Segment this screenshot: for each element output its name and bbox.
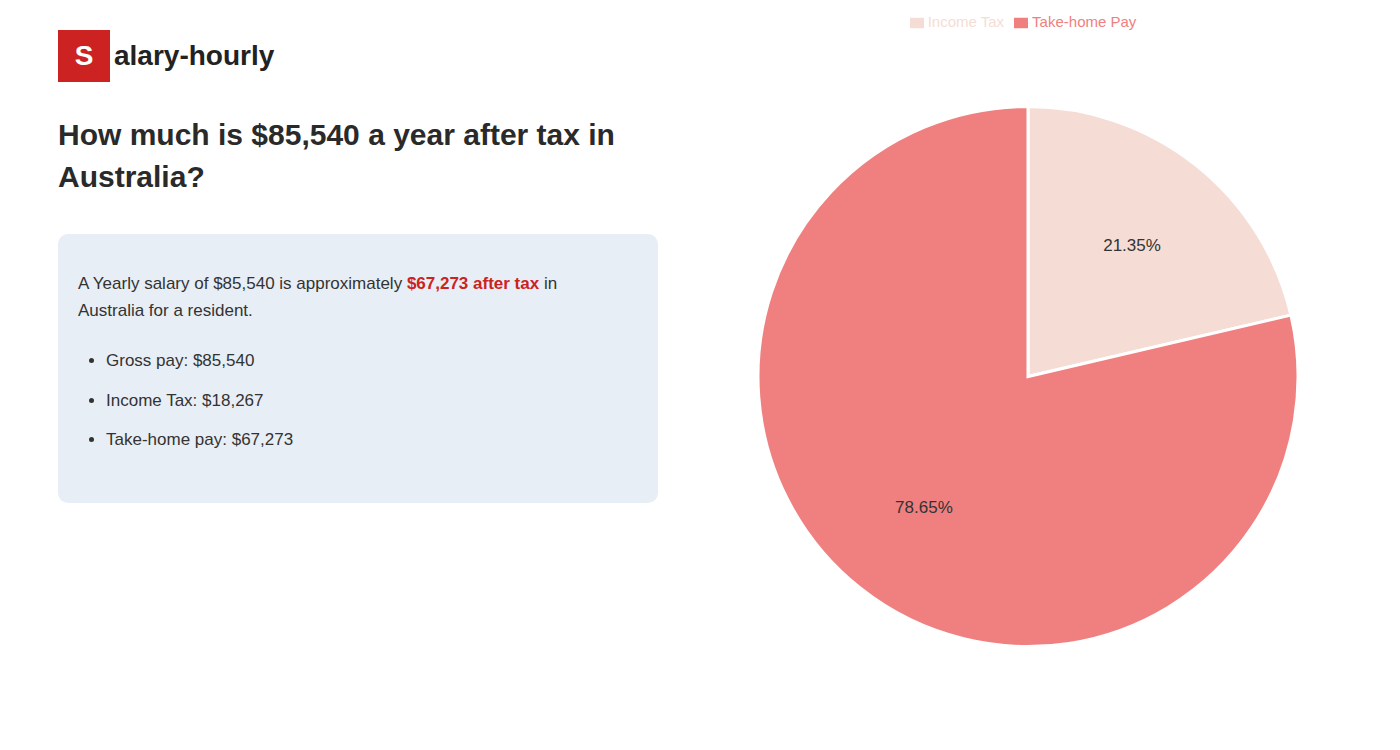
html-text:A Yearly salary of $85,540 is: A Yearly salary of $85,540 is approximat… [78, 274, 558, 293]
html-text:How much is $85,540 a year aft: How much is $85,540 a year after tax in … [58, 118, 615, 193]
svg-text:78.65%: 78.65% [895, 498, 953, 517]
html-text:Take-home pay: $67,273: Take-home pay: $67,273 [106, 430, 294, 450]
html-text:S: S [74, 40, 94, 71]
html-text:Australia for a resident.: Australia for a resident. [78, 301, 253, 321]
html-text:Take-home Pay: Take-home Pay [1032, 13, 1137, 30]
html-text:Gross pay: $85,540: Gross pay: $85,540 [106, 351, 255, 371]
html-text:alary-hourly: alary-hourly [114, 40, 275, 71]
svg-text:21.35%: 21.35% [1103, 236, 1161, 255]
html-text:Income Tax: Income Tax [927, 13, 1005, 30]
html-text:Income Tax: $18,267: Income Tax: $18,267 [106, 390, 264, 410]
